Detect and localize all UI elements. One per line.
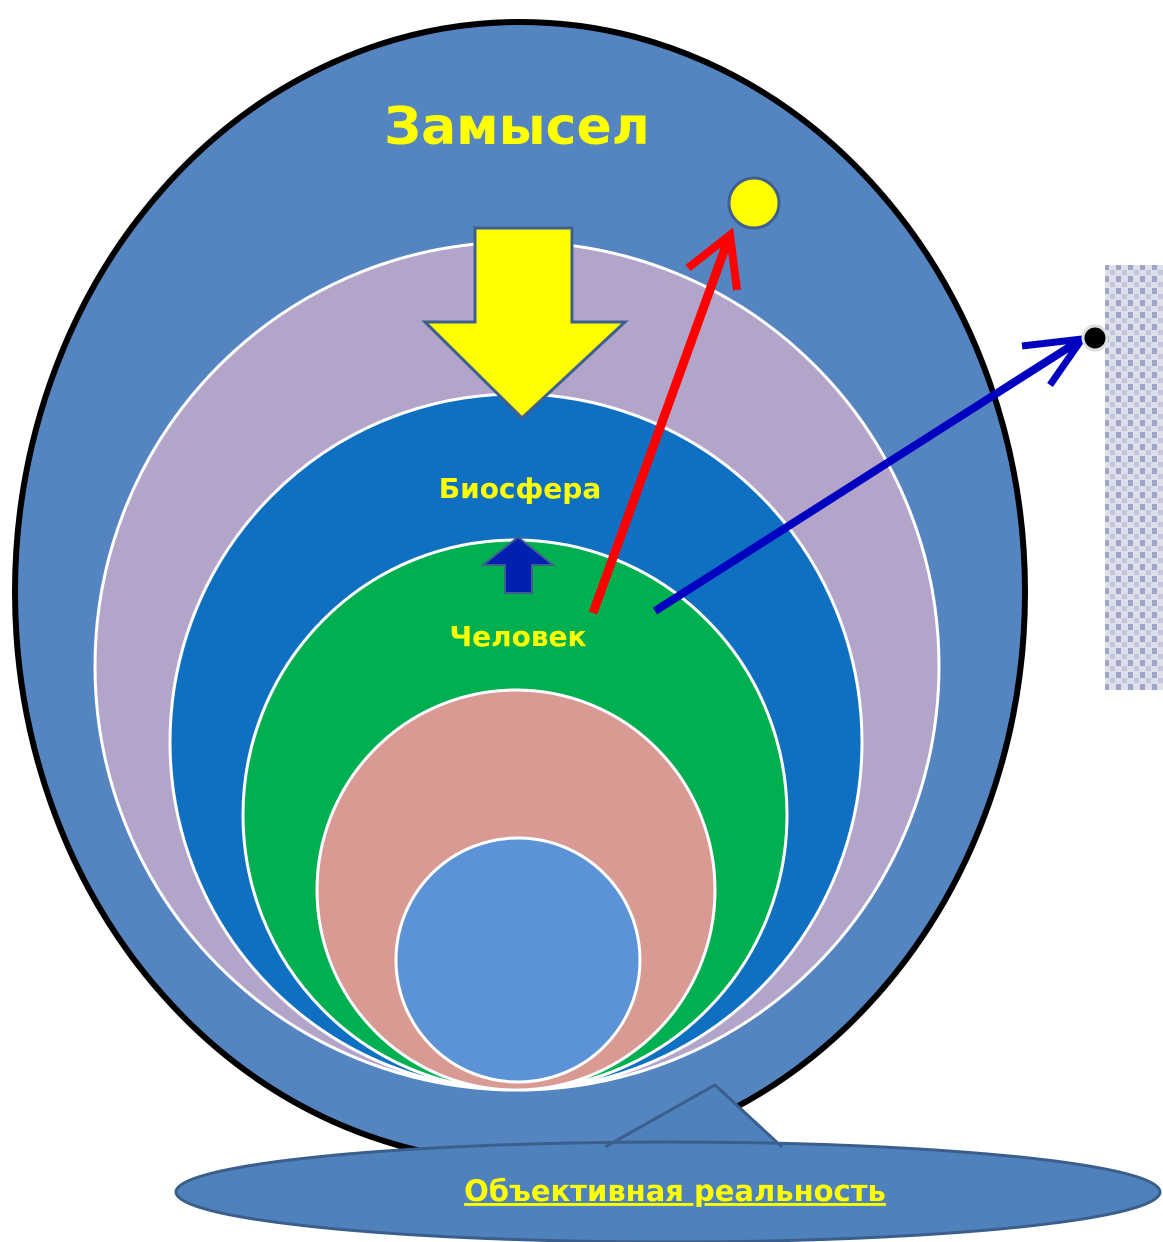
- blurred-image: [1105, 265, 1163, 690]
- black-dot: [1083, 326, 1107, 350]
- diagram: Замысел Биосфера Человек Объективная реа…: [0, 0, 1163, 1242]
- yellow-dot: [729, 178, 779, 228]
- callout-label: Объективная реальность: [464, 1174, 886, 1208]
- title: Замысел: [384, 97, 650, 157]
- human-label: Человек: [449, 620, 586, 653]
- page: Замысел Биосфера Человек Объективная реа…: [0, 0, 1163, 1242]
- inner-circle: [396, 838, 640, 1082]
- biosphere-label: Биосфера: [439, 472, 602, 505]
